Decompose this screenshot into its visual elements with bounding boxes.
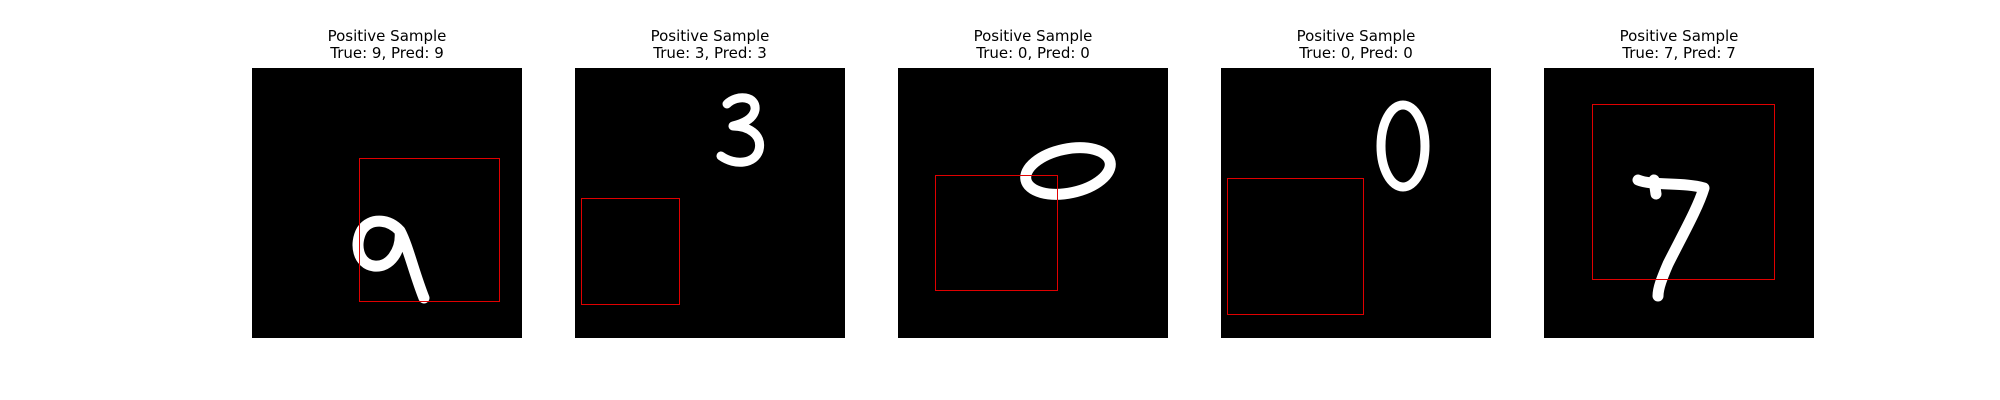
bounding-box [581, 198, 680, 305]
panel-title-line2: True: 0, Pred: 0 [976, 44, 1090, 62]
panel-title-line2: True: 0, Pred: 0 [1299, 44, 1413, 62]
panel-title: Positive Sample True: 0, Pred: 0 [1221, 28, 1491, 62]
digit-zero-drawing [1376, 100, 1430, 192]
panel-title-line1: Positive Sample [973, 27, 1093, 45]
bounding-box [1592, 104, 1775, 280]
digit-image [898, 68, 1168, 338]
panel-title-line1: Positive Sample [650, 27, 770, 45]
panel-title: Positive Sample True: 3, Pred: 3 [575, 28, 845, 62]
panel-title-line1: Positive Sample [1619, 27, 1739, 45]
panel-title-line2: True: 3, Pred: 3 [653, 44, 767, 62]
panel-title: Positive Sample True: 7, Pred: 7 [1544, 28, 1814, 62]
digit-image [1221, 68, 1491, 338]
panel-title-line1: Positive Sample [327, 27, 447, 45]
digit-three-drawing [716, 93, 765, 167]
panel-title: Positive Sample True: 0, Pred: 0 [898, 28, 1168, 62]
bounding-box [359, 158, 500, 302]
digit-image [1544, 68, 1814, 338]
digit-nine-drawing [352, 215, 430, 304]
bounding-box [935, 175, 1058, 291]
panel-title-line2: True: 7, Pred: 7 [1622, 44, 1736, 62]
digit-image [575, 68, 845, 338]
digit-image [252, 68, 522, 338]
panel-title-line1: Positive Sample [1296, 27, 1416, 45]
panel-title-line2: True: 9, Pred: 9 [330, 44, 444, 62]
digit-seven-drawing [1632, 174, 1710, 302]
panel-title: Positive Sample True: 9, Pred: 9 [252, 28, 522, 62]
digit-zero-drawing [1020, 142, 1116, 200]
bounding-box [1227, 178, 1364, 315]
